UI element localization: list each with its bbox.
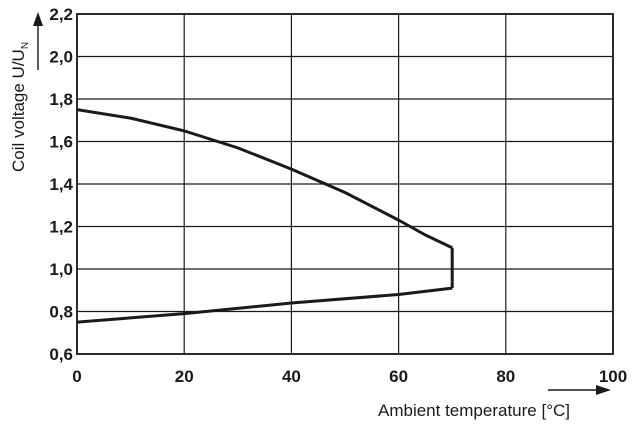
x-tick-label: 20 bbox=[175, 367, 194, 386]
y-axis-title: Coil voltage U/UN bbox=[9, 42, 31, 172]
x-tick-label: 80 bbox=[496, 367, 515, 386]
series-line-3 bbox=[76, 286, 453, 324]
y-tick-label: 1,6 bbox=[49, 133, 73, 152]
curve-layer bbox=[76, 108, 454, 324]
y-tick-label: 2,0 bbox=[49, 48, 73, 67]
x-axis-title: Ambient temperature [°C] bbox=[378, 401, 570, 420]
y-tick-label: 0,6 bbox=[49, 345, 73, 364]
x-tick-label: 0 bbox=[72, 367, 81, 386]
plot-frame bbox=[76, 13, 614, 355]
x-tick-labels: 0 20 40 60 80 100 bbox=[72, 367, 627, 386]
y-tick-label: 1,0 bbox=[49, 260, 73, 279]
x-tick-label: 60 bbox=[389, 367, 408, 386]
y-axis-title-main: Coil voltage U/U bbox=[9, 49, 28, 172]
grid bbox=[76, 13, 614, 355]
y-axis-arrow-head bbox=[33, 12, 43, 26]
plot-border bbox=[76, 13, 614, 355]
series-line-1 bbox=[76, 108, 453, 250]
y-tick-label: 0,8 bbox=[49, 303, 73, 322]
x-axis-arrow-head bbox=[596, 385, 611, 395]
y-tick-label: 1,8 bbox=[49, 90, 73, 109]
x-tick-label: 40 bbox=[282, 367, 301, 386]
x-tick-label: 100 bbox=[599, 367, 627, 386]
y-axis-title-subscript: N bbox=[20, 42, 31, 49]
y-tick-label: 1,2 bbox=[49, 218, 73, 237]
y-tick-labels: 0,6 0,8 1,0 1,2 1,4 1,6 1,8 2,0 2,2 bbox=[49, 5, 73, 364]
y-tick-label: 1,4 bbox=[49, 175, 73, 194]
y-tick-label: 2,2 bbox=[49, 5, 73, 24]
